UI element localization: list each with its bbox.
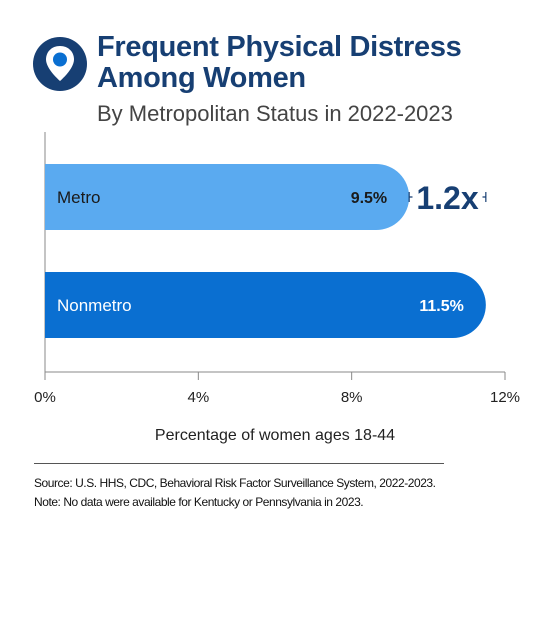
location-pin-icon [33, 37, 87, 91]
x-tick-label: 4% [187, 389, 209, 406]
page-title: Frequent Physical Distress Among Women [97, 31, 462, 94]
x-tick-label: 8% [341, 389, 363, 406]
category-label: Nonmetro [57, 296, 132, 315]
value-label: 11.5% [419, 298, 463, 315]
chart-footer: Source: U.S. HHS, CDC, Behavioral Risk F… [34, 463, 444, 512]
value-label: 9.5% [351, 190, 387, 207]
bar-nonmetro [45, 272, 486, 338]
source-note: Source: U.S. HHS, CDC, Behavioral Risk F… [34, 476, 436, 490]
bar-chart: 0% 4% 8% 12% Metro 9.5% Nonmetro 11.5% 1.2x Pe… [34, 132, 520, 444]
x-axis-label: Percentage of women ages 18-44 [155, 427, 395, 444]
data-note: Note: No data were available for Kentuck… [34, 495, 364, 509]
x-tick-label: 12% [490, 389, 520, 406]
ratio-annotation: 1.2x [416, 180, 478, 216]
x-tick-label: 0% [34, 389, 56, 406]
page-subtitle: By Metropolitan Status in 2022-2023 [97, 101, 453, 126]
bar-metro [45, 164, 410, 230]
ratio-label-background [412, 177, 483, 217]
category-label: Metro [57, 188, 100, 207]
